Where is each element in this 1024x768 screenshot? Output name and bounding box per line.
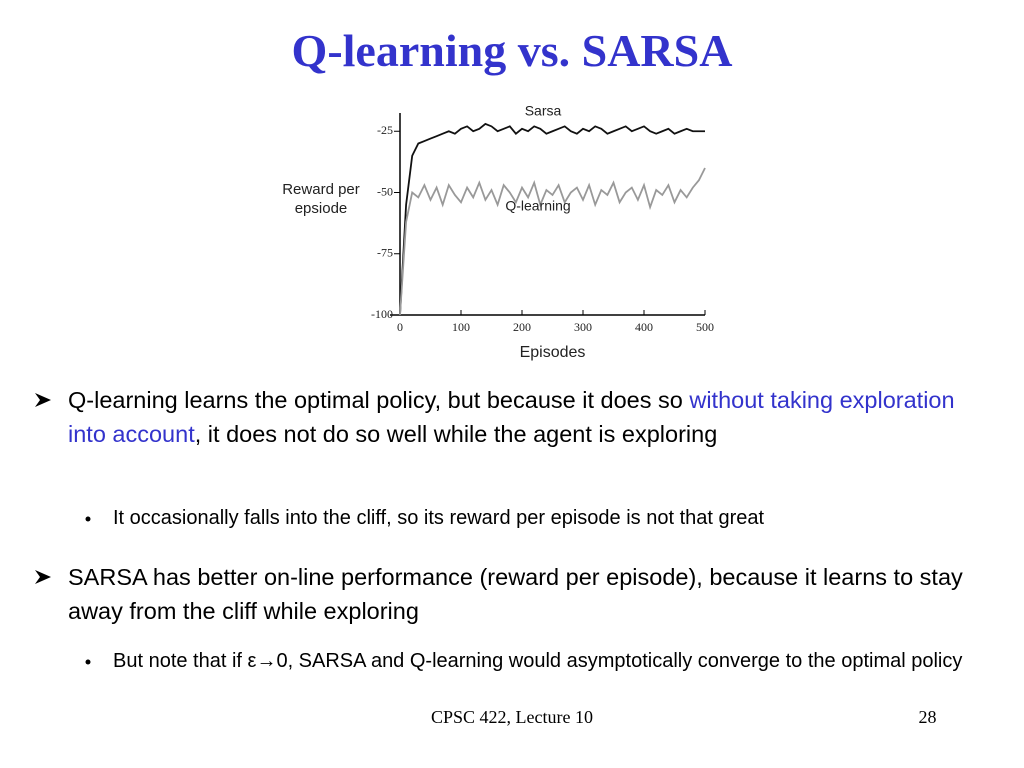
- page-number: 28: [918, 707, 937, 727]
- series-line: [399, 167, 706, 316]
- x-tick-label: 400: [635, 320, 653, 334]
- sub-bullet: It occasionally falls into the cliff, so…: [113, 507, 765, 529]
- bullet-dot: [85, 516, 91, 522]
- highlight-text: without taking exploration into account: [68, 387, 955, 447]
- x-tick-label: 0: [397, 320, 403, 334]
- x-axis-label: Episodes: [520, 344, 586, 361]
- series-label: Sarsa: [525, 103, 562, 119]
- y-axis-label: Reward per epsiode: [282, 181, 360, 217]
- x-tick-label: 300: [574, 320, 592, 334]
- x-tick-label: 200: [513, 320, 531, 334]
- text: Q-learning learns the optimal policy, bu…: [68, 387, 690, 413]
- y-tick-label: -50: [377, 184, 393, 198]
- series-line: [399, 122, 705, 316]
- bullet: Q-learning learns the optimal policy, bu…: [68, 383, 978, 451]
- slide-title: Q-learning vs. SARSA: [291, 25, 733, 76]
- y-tick-label: -100: [371, 307, 393, 321]
- footer-course: CPSC 422, Lecture 10: [431, 707, 593, 727]
- sub-bullet: But note that if ε→0, SARSA and Q-learni…: [113, 650, 963, 672]
- bullet: SARSA has better on-line performance (re…: [68, 564, 963, 624]
- chart: -100 -75 -50 -25 0 100 200 300 400 500 Episodes Sar…: [371, 103, 714, 362]
- x-tick-label: 100: [452, 320, 470, 334]
- y-tick-label: -25: [377, 123, 393, 137]
- bullet-arrow: [35, 393, 51, 407]
- text: , it does not do so well while the agent…: [194, 421, 718, 447]
- bullet-arrow: [35, 570, 51, 584]
- x-tick-label: 500: [696, 320, 714, 334]
- bullet-dot: [85, 659, 91, 665]
- series-label: Q-learning: [505, 198, 570, 214]
- y-tick-label: -75: [377, 246, 393, 260]
